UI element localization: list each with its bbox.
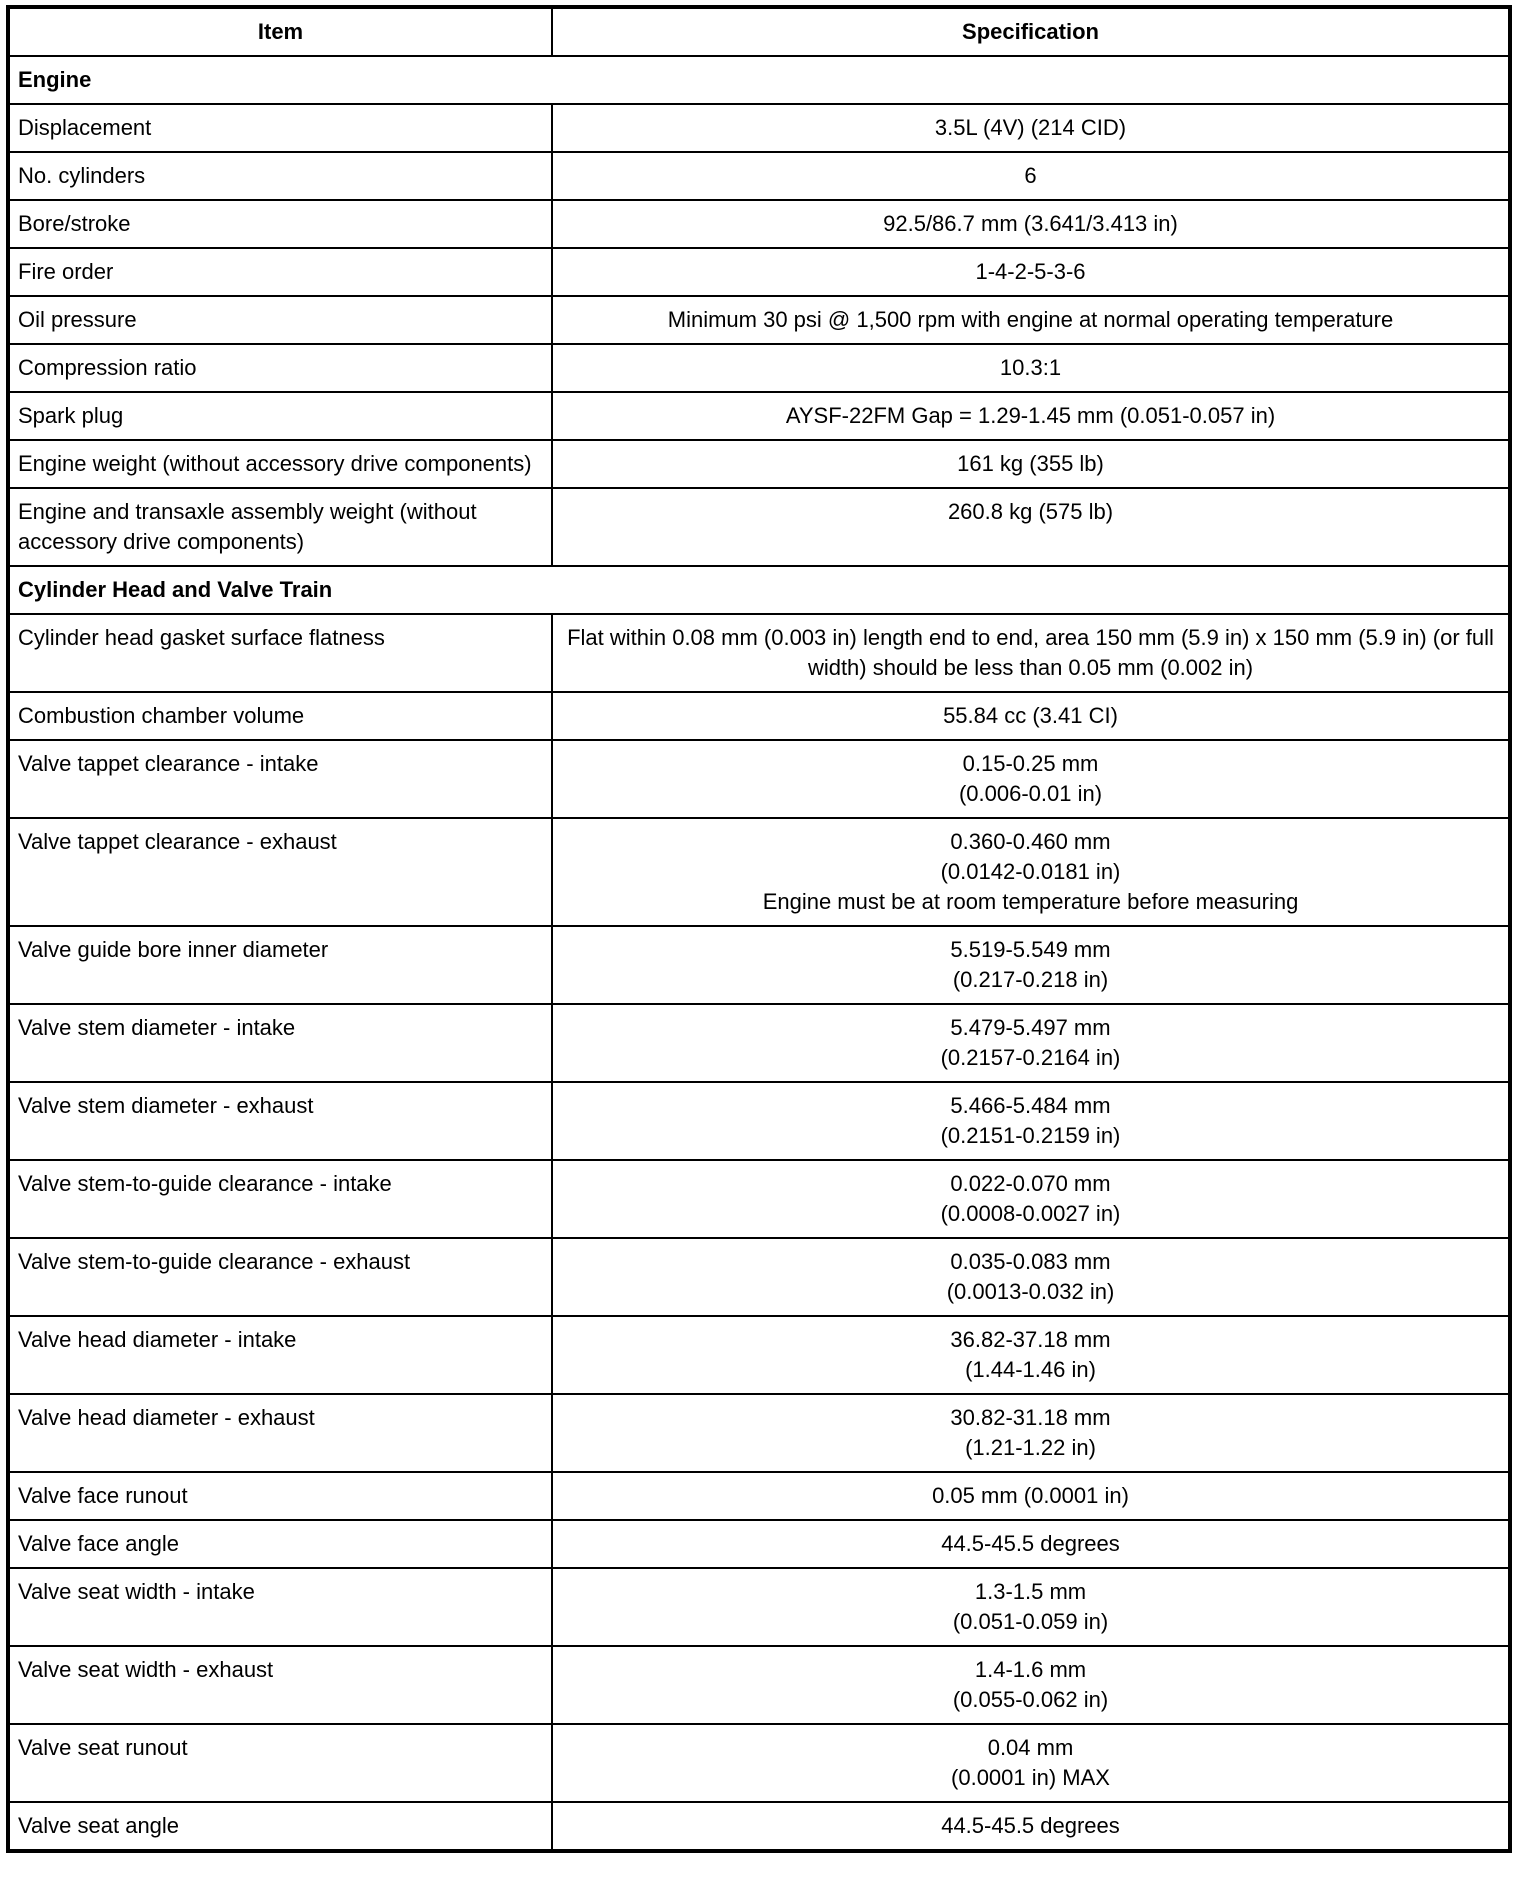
- item-cell: Valve guide bore inner diameter: [7, 925, 553, 1005]
- table-row: No. cylinders 6: [7, 151, 1511, 201]
- specification-cell: 5.466-5.484 mm (0.2151-0.2159 in): [551, 1081, 1511, 1161]
- item-cell: Bore/stroke: [7, 199, 553, 249]
- table-row: Valve face runout 0.05 mm (0.0001 in): [7, 1471, 1511, 1521]
- table-row: Valve seat runout 0.04 mm (0.0001 in) MAX: [7, 1723, 1511, 1803]
- specification-cell: AYSF-22FM Gap = 1.29-1.45 mm (0.051-0.05…: [551, 391, 1511, 441]
- specification-cell: 30.82-31.18 mm (1.21-1.22 in): [551, 1393, 1511, 1473]
- specification-cell: 0.022-0.070 mm (0.0008-0.0027 in): [551, 1159, 1511, 1239]
- item-cell: Combustion chamber volume: [7, 691, 553, 741]
- table-row: Valve seat width - exhaust 1.4-1.6 mm (0.…: [7, 1645, 1511, 1725]
- table-row: Cylinder head gasket surface flatness Fla…: [7, 613, 1511, 693]
- specification-cell: 44.5-45.5 degrees: [551, 1519, 1511, 1569]
- item-cell: Valve stem-to-guide clearance - exhaust: [7, 1237, 553, 1317]
- item-cell: Fire order: [7, 247, 553, 297]
- header-item: Item: [7, 6, 553, 57]
- table-row: Valve seat angle 44.5-45.5 degrees: [7, 1801, 1511, 1852]
- specification-cell: 44.5-45.5 degrees: [551, 1801, 1511, 1852]
- item-cell: Valve tappet clearance - intake: [7, 739, 553, 819]
- table-row: Valve guide bore inner diameter 5.519-5.5…: [7, 925, 1511, 1005]
- item-cell: Engine weight (without accessory drive c…: [7, 439, 553, 489]
- item-cell: Valve head diameter - intake: [7, 1315, 553, 1395]
- specification-cell: 1-4-2-5-3-6: [551, 247, 1511, 297]
- item-cell: Valve stem-to-guide clearance - intake: [7, 1159, 553, 1239]
- specification-cell: 6: [551, 151, 1511, 201]
- specification-cell: 0.360-0.460 mm (0.0142-0.0181 in) Engine…: [551, 817, 1511, 927]
- item-cell: Spark plug: [7, 391, 553, 441]
- specification-cell: 10.3:1: [551, 343, 1511, 393]
- item-cell: Valve tappet clearance - exhaust: [7, 817, 553, 927]
- item-cell: Cylinder head gasket surface flatness: [7, 613, 553, 693]
- item-cell: Compression ratio: [7, 343, 553, 393]
- specification-cell: 5.479-5.497 mm (0.2157-0.2164 in): [551, 1003, 1511, 1083]
- specification-cell: 260.8 kg (575 lb): [551, 487, 1511, 567]
- specification-cell: 1.4-1.6 mm (0.055-0.062 in): [551, 1645, 1511, 1725]
- table-row: Valve stem diameter - exhaust 5.466-5.484…: [7, 1081, 1511, 1161]
- item-cell: Oil pressure: [7, 295, 553, 345]
- header-specification: Specification: [551, 6, 1511, 57]
- table-row: Fire order 1-4-2-5-3-6: [7, 247, 1511, 297]
- table-row: Valve tappet clearance - intake 0.15-0.25…: [7, 739, 1511, 819]
- specification-cell: 36.82-37.18 mm (1.44-1.46 in): [551, 1315, 1511, 1395]
- specification-cell: Flat within 0.08 mm (0.003 in) length en…: [551, 613, 1511, 693]
- item-cell: No. cylinders: [7, 151, 553, 201]
- specification-cell: 0.04 mm (0.0001 in) MAX: [551, 1723, 1511, 1803]
- item-cell: Valve head diameter - exhaust: [7, 1393, 553, 1473]
- table-row: Valve face angle 44.5-45.5 degrees: [7, 1519, 1511, 1569]
- table-row: Oil pressure Minimum 30 psi @ 1,500 rpm w…: [7, 295, 1511, 345]
- item-cell: Valve seat width - exhaust: [7, 1645, 553, 1725]
- section-header-row: Cylinder Head and Valve Train: [7, 565, 1511, 615]
- table-row: Engine weight (without accessory drive c…: [7, 439, 1511, 489]
- section-title: Engine: [7, 55, 1511, 105]
- specification-cell: 1.3-1.5 mm (0.051-0.059 in): [551, 1567, 1511, 1647]
- table-row: Engine and transaxle assembly weight (wi…: [7, 487, 1511, 567]
- specification-cell: 5.519-5.549 mm (0.217-0.218 in): [551, 925, 1511, 1005]
- item-cell: Valve face angle: [7, 1519, 553, 1569]
- table-row: Valve stem diameter - intake 5.479-5.497 …: [7, 1003, 1511, 1083]
- specification-cell: 55.84 cc (3.41 CI): [551, 691, 1511, 741]
- table-row: Bore/stroke 92.5/86.7 mm (3.641/3.413 in): [7, 199, 1511, 249]
- table-row: Spark plug AYSF-22FM Gap = 1.29-1.45 mm (…: [7, 391, 1511, 441]
- item-cell: Valve seat angle: [7, 1801, 553, 1852]
- item-cell: Valve stem diameter - exhaust: [7, 1081, 553, 1161]
- specification-cell: 0.15-0.25 mm (0.006-0.01 in): [551, 739, 1511, 819]
- specification-cell: 0.05 mm (0.0001 in): [551, 1471, 1511, 1521]
- specifications-table: Item Specification Engine Displacement 3.5…: [6, 5, 1512, 1853]
- section-header-row: Engine: [7, 55, 1511, 105]
- specification-cell: 161 kg (355 lb): [551, 439, 1511, 489]
- table-row: Compression ratio 10.3:1: [7, 343, 1511, 393]
- table-row: Displacement 3.5L (4V) (214 CID): [7, 103, 1511, 153]
- section-title: Cylinder Head and Valve Train: [7, 565, 1511, 615]
- table-row: Valve head diameter - exhaust 30.82-31.18…: [7, 1393, 1511, 1473]
- item-cell: Valve face runout: [7, 1471, 553, 1521]
- specification-cell: 3.5L (4V) (214 CID): [551, 103, 1511, 153]
- table-row: Valve seat width - intake 1.3-1.5 mm (0.0…: [7, 1567, 1511, 1647]
- table-row: Combustion chamber volume 55.84 cc (3.41 …: [7, 691, 1511, 741]
- specification-cell: 92.5/86.7 mm (3.641/3.413 in): [551, 199, 1511, 249]
- item-cell: Valve seat width - intake: [7, 1567, 553, 1647]
- table-row: Valve stem-to-guide clearance - exhaust 0…: [7, 1237, 1511, 1317]
- item-cell: Engine and transaxle assembly weight (wi…: [7, 487, 553, 567]
- table-row: Valve tappet clearance - exhaust 0.360-0.…: [7, 817, 1511, 927]
- table-row: Valve stem-to-guide clearance - intake 0.…: [7, 1159, 1511, 1239]
- item-cell: Valve stem diameter - intake: [7, 1003, 553, 1083]
- item-cell: Valve seat runout: [7, 1723, 553, 1803]
- specification-cell: 0.035-0.083 mm (0.0013-0.032 in): [551, 1237, 1511, 1317]
- table-header-row: Item Specification: [7, 6, 1511, 57]
- table-row: Valve head diameter - intake 36.82-37.18 …: [7, 1315, 1511, 1395]
- item-cell: Displacement: [7, 103, 553, 153]
- specification-cell: Minimum 30 psi @ 1,500 rpm with engine a…: [551, 295, 1511, 345]
